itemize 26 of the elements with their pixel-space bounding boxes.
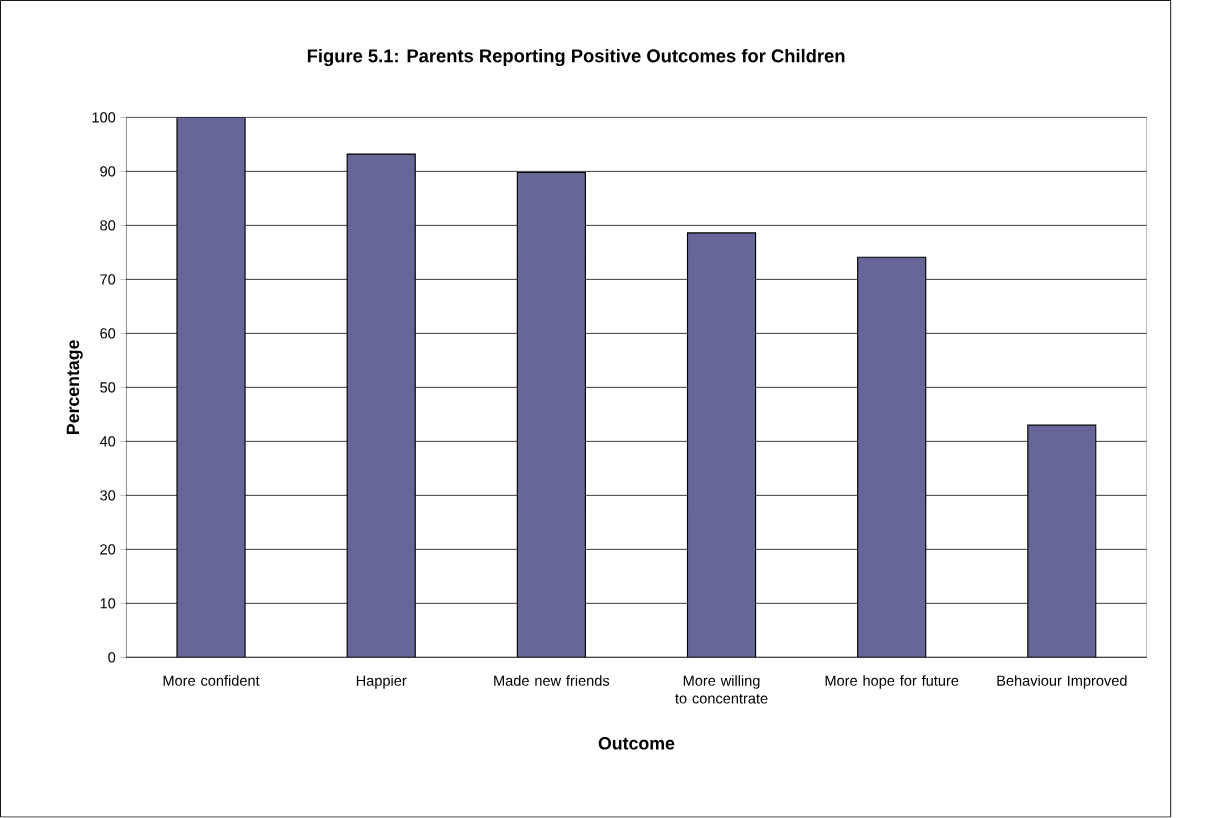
y-axis-title: Percentage — [66, 340, 83, 435]
bar — [686, 232, 757, 658]
y-tick-label: 90 — [100, 166, 116, 177]
x-tick-label: More hope for future — [825, 675, 959, 689]
y-tick-label: 0 — [108, 652, 116, 663]
y-tick-label: 60 — [100, 328, 116, 339]
y-tick-label: 70 — [100, 274, 116, 285]
x-axis-title: Outcome — [598, 737, 675, 750]
x-tick-label: Made new friends — [494, 675, 610, 687]
bar — [176, 117, 246, 658]
chart-title: Figure 5.1: Parents Reporting Positive Outcomes for Children — [307, 49, 845, 67]
bar — [346, 153, 416, 658]
bar — [857, 256, 927, 658]
x-tick-label: More confident — [163, 675, 260, 687]
y-tick-label: 20 — [100, 544, 116, 555]
y-tick-label: 30 — [100, 490, 116, 501]
x-tick-label: Happier — [356, 675, 407, 689]
y-tick-label: 80 — [100, 220, 116, 231]
y-tick-label: 10 — [100, 598, 116, 609]
y-tick-label: 50 — [100, 382, 116, 393]
x-tick-label: More willing to concentrate — [675, 675, 768, 704]
bar — [516, 172, 586, 658]
y-tick-label: 40 — [99, 436, 116, 447]
x-tick-label: Behaviour Improved — [997, 675, 1127, 689]
y-tick-label: 100 — [92, 112, 116, 123]
bar — [1027, 424, 1097, 658]
